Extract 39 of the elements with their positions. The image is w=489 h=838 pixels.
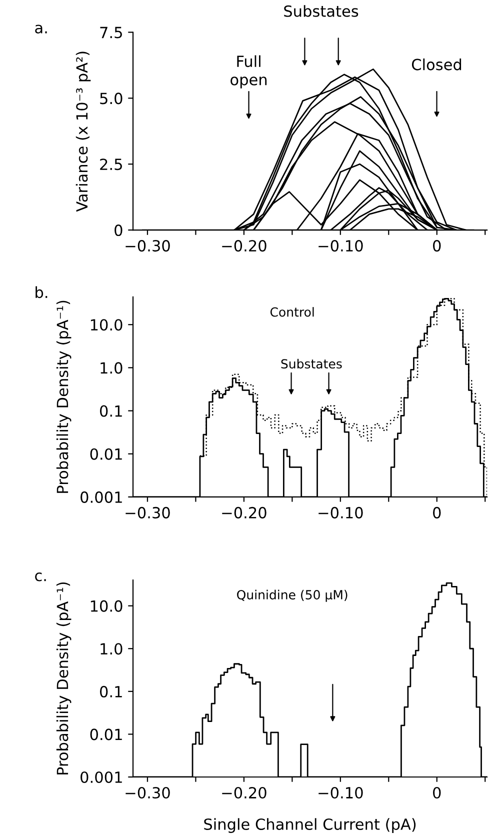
y-axis-title: Variance (x 10⁻³ pA²)	[76, 52, 91, 212]
annotation: Full open	[230, 55, 267, 88]
x-tick-label: 0	[433, 786, 441, 799]
y-axis-title: Probability Density (pA⁻¹)	[56, 582, 72, 774]
annotation: Substates	[281, 358, 342, 369]
x-tick-label: −0.20	[222, 786, 266, 799]
x-tick-label: −0.10	[318, 786, 363, 799]
y-tick-label: 10.0	[90, 319, 122, 331]
y-tick-label: 10.0	[90, 600, 122, 612]
x-tick-label: −0.30	[126, 786, 170, 799]
y-tick-label: 2.5	[100, 158, 122, 170]
x-tick-label: −0.30	[126, 240, 170, 252]
text: Substates	[284, 5, 358, 17]
y-tick-label: 1.0	[100, 643, 122, 655]
y-tick-label: 0.01	[90, 448, 122, 460]
y-tick-label: 0.001	[80, 771, 122, 784]
text: a.	[35, 24, 47, 34]
x-tick-label: −0.30	[126, 506, 170, 518]
y-tick-label: 0	[114, 224, 122, 236]
text: Quinidine (50 µM)	[237, 590, 348, 602]
y-tick-label: 0.1	[100, 405, 122, 417]
y-tick-label: 0.1	[100, 686, 122, 698]
x-axis-title: Single Channel Current (pA)	[204, 818, 416, 833]
annotation: Closed	[412, 58, 462, 70]
y-axis-title: Probability Density (pA⁻¹)	[56, 300, 72, 493]
text: c.	[35, 572, 46, 582]
x-tick-label: −0.20	[222, 240, 266, 252]
text: Control	[270, 307, 314, 317]
y-tick-label: 0.001	[80, 491, 122, 503]
y-tick-label: 1.0	[100, 362, 122, 374]
x-tick-label: −0.10	[318, 240, 363, 252]
y-tick-label: 0.01	[90, 728, 122, 740]
text: b.	[36, 286, 48, 298]
x-tick-label: −0.20	[222, 506, 266, 518]
x-tick-label: −0.10	[318, 506, 363, 518]
y-tick-label: 7.5	[100, 26, 122, 38]
x-tick-label: 0	[433, 240, 441, 252]
x-tick-label: 0	[433, 506, 441, 518]
y-tick-label: 5.0	[100, 92, 122, 104]
